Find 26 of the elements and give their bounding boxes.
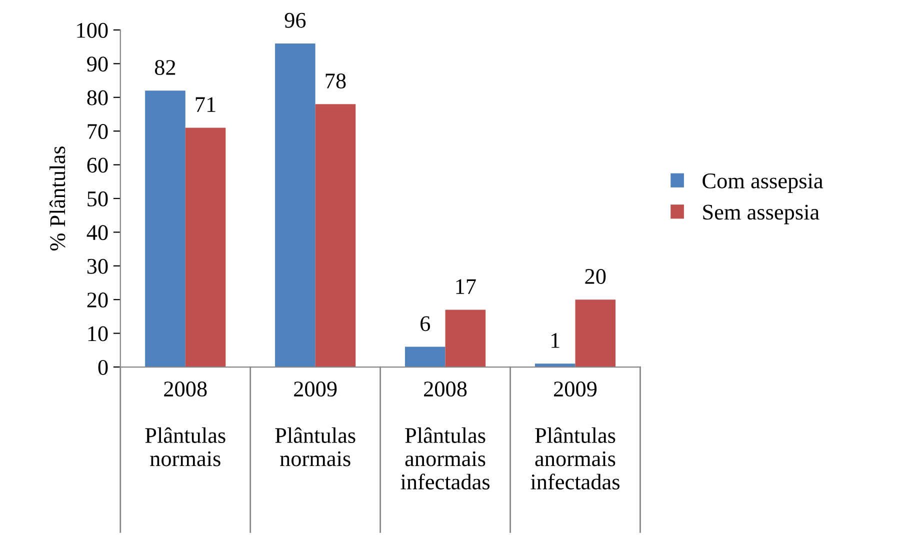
data-label: 96 — [284, 12, 306, 28]
data-label: 17 — [456, 279, 476, 294]
y-tick-label: 60 — [87, 158, 108, 173]
data-label: 6 — [420, 316, 430, 332]
data-label: 1 — [552, 333, 560, 348]
y-tick-label: 100 — [77, 22, 108, 38]
category-label: 2009 Plântulas anormais infectadas — [530, 382, 620, 490]
legend-label: Com assepsia — [702, 173, 824, 193]
y-tick-label: 40 — [86, 225, 108, 240]
data-label: 20 — [585, 268, 606, 284]
data-label: 78 — [326, 73, 346, 88]
legend-label: Sem assepsia — [703, 204, 820, 224]
y-tick-label: 10 — [88, 326, 108, 342]
y-tick-label: 0 — [98, 360, 108, 375]
y-tick-label: 20 — [87, 292, 108, 308]
y-tick-label: 30 — [87, 258, 108, 274]
category-label: 2008 Plântulas normais — [145, 382, 226, 466]
y-tick-label: 50 — [88, 191, 108, 206]
y-tick-label: 80 — [87, 90, 108, 106]
y-tick-label: 70 — [88, 124, 108, 140]
y-tick-label: 90 — [87, 56, 108, 72]
data-label: 71 — [196, 97, 216, 112]
category-label: 2008 Plântulas anormais infectadas — [400, 382, 490, 490]
category-label: 2009 Plântulas normais — [275, 382, 356, 466]
y-axis-title: % Plântulas — [49, 146, 66, 250]
data-label: 82 — [154, 60, 176, 76]
